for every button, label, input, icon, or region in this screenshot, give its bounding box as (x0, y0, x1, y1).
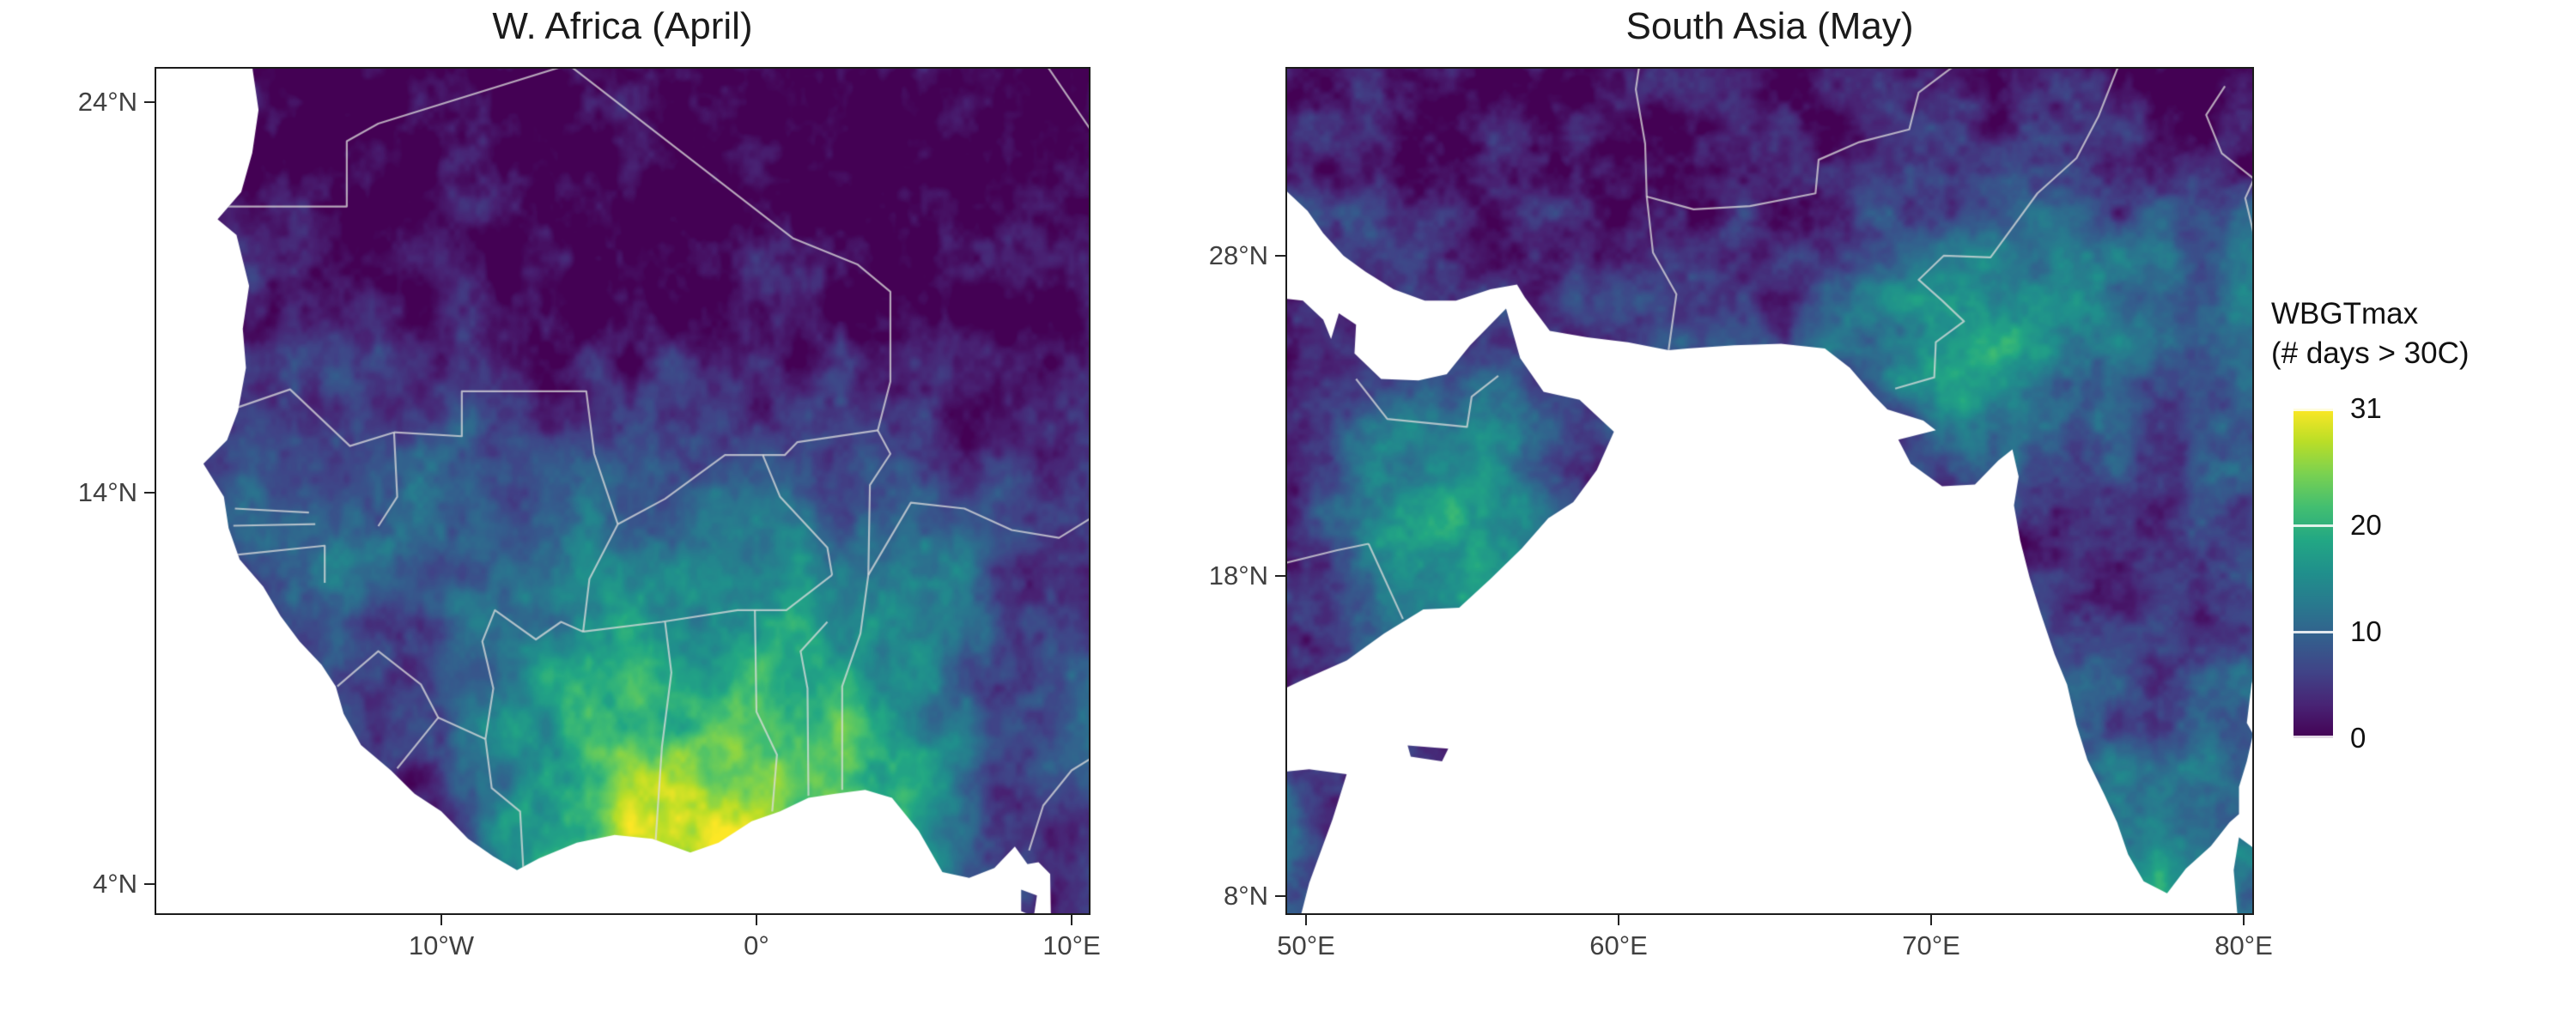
x-axis-tick-label: 0° (744, 930, 769, 960)
x-axis-tick-label: 60°E (1589, 930, 1648, 960)
y-axis-tick-label: 28°N (1208, 239, 1268, 270)
x-axis-tick-label: 50°E (1277, 930, 1335, 960)
y-axis-tick-mark (144, 492, 155, 494)
legend-tick-label: 0 (2350, 722, 2366, 754)
y-axis-tick-label: 24°N (77, 86, 137, 117)
legend-tick-label: 20 (2350, 509, 2382, 542)
x-axis-tick-mark (1305, 915, 1308, 925)
y-axis-tick-label: 18°N (1208, 560, 1268, 591)
x-axis-tick-label: 70°E (1902, 930, 1960, 960)
legend-colorbar-tick (2293, 524, 2333, 527)
panel-title-wafrica: W. Africa (April) (492, 5, 753, 47)
x-axis-tick-mark (1930, 915, 1932, 925)
x-axis-tick-mark (755, 915, 757, 925)
legend-colorbar-tick (2293, 630, 2333, 633)
x-axis-tick-label: 10°W (408, 930, 475, 960)
x-axis-tick-label: 10°E (1042, 930, 1101, 960)
panel-title-southasia: South Asia (May) (1625, 5, 1914, 47)
legend-title-line1: WBGTmax (2271, 297, 2419, 330)
x-axis-tick-label: 80°E (2215, 930, 2273, 960)
legend-title-line2: (# days > 30C) (2271, 336, 2470, 370)
y-axis-tick-mark (1275, 254, 1285, 257)
x-axis-tick-mark (440, 915, 442, 925)
plot-area-wafrica (155, 67, 1091, 915)
plot-area-southasia (1285, 67, 2254, 915)
legend-tick-label: 31 (2350, 392, 2382, 424)
legend: WBGTmax (# days > 30C) 0 10 20 31 (2271, 297, 2576, 829)
wafrica-map-canvas (155, 67, 1091, 915)
legend-tick-label: 10 (2350, 615, 2382, 648)
x-axis-tick-mark (1618, 915, 1619, 925)
y-axis-tick-mark (144, 100, 155, 103)
y-axis-tick-mark (144, 882, 155, 885)
y-axis-tick-label: 8°N (1223, 880, 1268, 911)
legend-colorbar-tick (2293, 736, 2333, 738)
y-axis-tick-mark (1275, 894, 1285, 897)
y-axis-tick-label: 4°N (92, 868, 137, 899)
x-axis-tick-mark (1070, 915, 1072, 925)
southasia-map-canvas (1285, 67, 2254, 915)
y-axis-tick-label: 14°N (77, 477, 137, 508)
y-axis-tick-mark (1275, 574, 1285, 577)
legend-colorbar-tick (2293, 409, 2333, 411)
legend-colorbar (2293, 409, 2333, 738)
x-axis-tick-mark (2242, 915, 2245, 925)
